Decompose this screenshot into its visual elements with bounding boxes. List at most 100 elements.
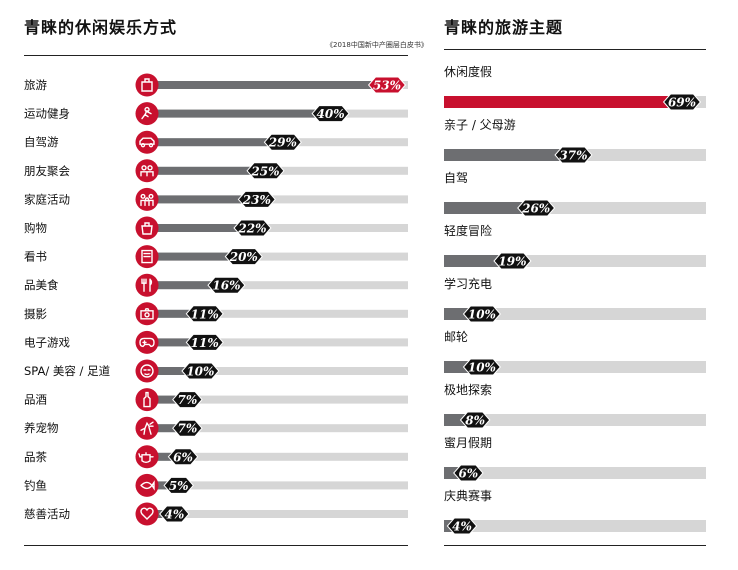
- left-category-label: 家庭活动: [24, 192, 70, 206]
- right-bar-badge: [554, 146, 593, 164]
- right-bar-value-label: 4%: [452, 520, 472, 534]
- left-bar-track: [147, 281, 408, 290]
- shopping-bag-icon: [141, 222, 153, 235]
- right-category-label: 自驾: [444, 171, 468, 185]
- left-category-label: 自驾游: [24, 135, 59, 149]
- right-category-label: 邮轮: [444, 330, 468, 344]
- left-bar: [147, 195, 247, 204]
- luggage-icon: [141, 78, 153, 92]
- right-bar: [444, 202, 533, 214]
- left-category-label: 看书: [24, 250, 47, 264]
- left-bar-value-label: 22%: [237, 222, 266, 236]
- right-bar-badge: [453, 464, 484, 482]
- left-bar-track: [147, 195, 408, 204]
- right-chart-title: 青睐的旅游主题: [444, 18, 564, 37]
- left-bar-value-label: 10%: [186, 365, 214, 379]
- left-icon-circle: [135, 273, 159, 297]
- fork-knife-icon: [141, 278, 153, 292]
- right-bar-value-label: 10%: [468, 308, 496, 322]
- right-bar-value-label: 10%: [468, 361, 496, 375]
- left-bar-value-label: 23%: [242, 193, 271, 207]
- left-icon-circle: [135, 473, 159, 497]
- left-icon-circle: [135, 502, 159, 526]
- right-bar: [444, 149, 570, 161]
- left-bar-badge: [185, 305, 224, 323]
- left-bar-track: [147, 481, 408, 490]
- right-category-label: 学习充电: [444, 276, 492, 291]
- left-bar-badge: [159, 505, 190, 523]
- left-bar-track: [147, 452, 408, 461]
- teapot-icon: [138, 452, 154, 463]
- left-category-label: 购物: [24, 221, 47, 235]
- left-category-label: 朋友聚会: [24, 164, 70, 178]
- left-category-label: 品美食: [24, 278, 59, 292]
- right-bar-value-label: 26%: [521, 202, 550, 216]
- left-category-label: 钓鱼: [24, 478, 47, 492]
- right-bar: [444, 96, 678, 108]
- left-bar-track: [147, 424, 408, 433]
- left-category-label: 旅游: [24, 78, 47, 92]
- right-category-label: 亲子 / 父母游: [444, 118, 516, 132]
- left-icon-circle: [135, 187, 159, 211]
- left-bar-value-label: 6%: [173, 450, 193, 464]
- left-bar-badge: [237, 190, 276, 208]
- right-title-rule: [444, 49, 706, 50]
- heart-icon: [140, 507, 154, 520]
- right-bar-badge: [462, 358, 501, 376]
- left-bar: [147, 138, 273, 147]
- left-category-label: 摄影: [24, 307, 47, 321]
- left-bar: [147, 81, 377, 89]
- right-bar-badge: [662, 93, 702, 111]
- left-bar-track: [147, 252, 408, 261]
- left-bar-badge: [233, 219, 272, 237]
- left-icon-circle: [135, 302, 159, 326]
- right-bar-badge: [459, 411, 491, 429]
- right-category-label: 轻度冒险: [444, 223, 492, 238]
- left-bar-badge: [224, 248, 263, 266]
- left-icon-circle: [135, 216, 159, 240]
- face-mask-icon: [140, 364, 154, 378]
- left-icon-circle: [135, 330, 159, 354]
- right-bar-value-label: 69%: [668, 96, 696, 110]
- left-bar-badge: [181, 362, 220, 380]
- left-bar: [147, 338, 195, 347]
- dog-icon: [140, 421, 154, 435]
- left-bar-badge: [246, 162, 285, 180]
- left-bar-badge: [172, 391, 203, 409]
- right-bottom-rule: [444, 545, 706, 546]
- left-bar-track: [147, 510, 408, 518]
- running-icon: [141, 106, 152, 120]
- right-category-label: 蜜月假期: [444, 435, 492, 450]
- car-icon: [139, 137, 155, 148]
- left-bar-value-label: 7%: [177, 422, 197, 436]
- left-bar-badge: [311, 105, 350, 123]
- gamepad-icon: [139, 337, 155, 348]
- left-bar: [147, 166, 256, 175]
- right-bar-value-label: 19%: [498, 255, 526, 269]
- right-bar-badge: [446, 517, 478, 535]
- left-category-label: 慈善活动: [24, 507, 70, 521]
- left-bar-value-label: 7%: [177, 393, 197, 407]
- right-bar-value-label: 37%: [559, 149, 587, 163]
- left-bottom-rule: [24, 545, 408, 546]
- left-bar-value-label: 11%: [191, 307, 219, 321]
- left-bar-value-label: 11%: [191, 336, 219, 350]
- left-bar-track: [147, 395, 408, 404]
- right-bar-track: [444, 308, 706, 320]
- left-icon-circle: [135, 102, 159, 126]
- right-bar-badge: [493, 252, 532, 270]
- left-category-label: 品茶: [24, 450, 47, 464]
- left-bar-badge: [163, 476, 194, 494]
- right-category-label: 极地探索: [444, 383, 492, 397]
- left-bar-track: [147, 309, 408, 318]
- left-category-label: 运动健身: [24, 107, 70, 121]
- left-bar-value-label: 53%: [373, 79, 401, 93]
- left-icon-circle: [135, 73, 159, 97]
- left-bar: [147, 281, 217, 290]
- right-bar-track: [444, 414, 706, 426]
- right-category-label: 休闲度假: [444, 64, 492, 79]
- right-bar-value-label: 6%: [458, 467, 478, 481]
- left-bar: [147, 367, 191, 375]
- left-bar: [147, 109, 321, 118]
- left-icon-circle: [135, 416, 159, 440]
